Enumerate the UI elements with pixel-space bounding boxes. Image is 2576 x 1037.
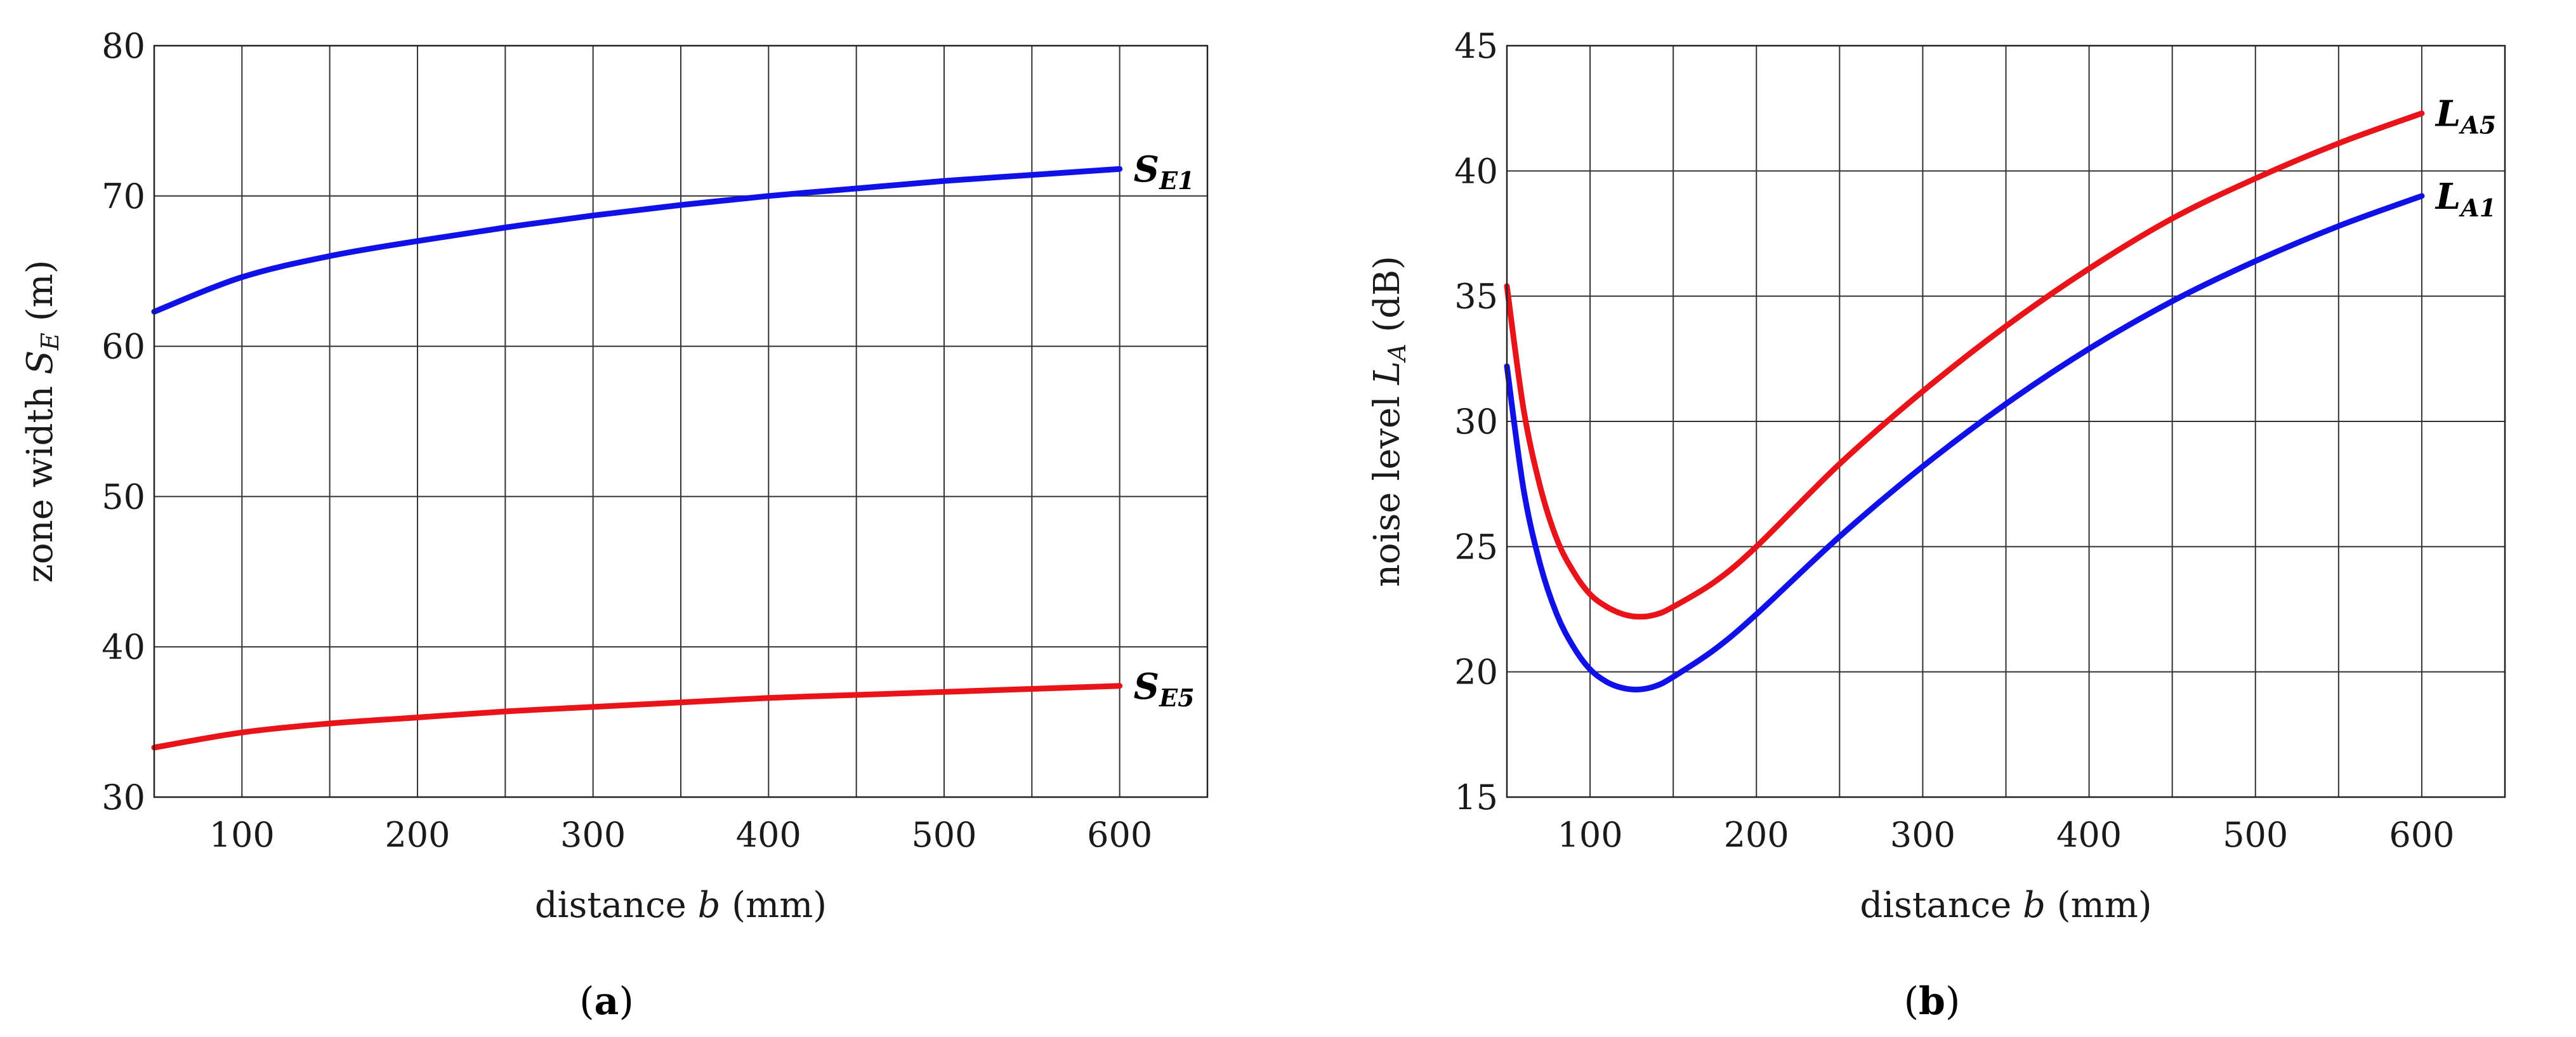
panel-a-y-tick-label: 70 (102, 176, 145, 216)
panel-a-y-label-prefix: zone width (20, 374, 61, 583)
panel-a-y-tick-label: 50 (102, 477, 145, 517)
panel-a-x-label-suffix: (mm) (720, 885, 827, 926)
panel-a-x-tick-label: 300 (560, 815, 626, 855)
panel-b-y-tick-label: 35 (1454, 277, 1498, 317)
panel-a: 100 200 300 400 500 600 30 40 50 60 70 80 distance… (20, 26, 1209, 1024)
panel-a-x-tick-label: 200 (384, 815, 450, 855)
panel-b-x-tick-label: 100 (1558, 815, 1623, 855)
panel-b: 100 200 300 400 500 600 15 20 25 30 35 40 45 distan… (1367, 26, 2506, 1024)
panel-b-y-label-suffix: (dB) (1367, 256, 1408, 344)
panel-b-x-axis-label: distance b (mm) (1860, 885, 2152, 926)
panel-b-y-tick-label: 15 (1454, 777, 1498, 817)
panel-a-series-S_E1-label: SE1 (1134, 149, 1195, 195)
panel-b-y-label-var: L (1367, 361, 1408, 385)
panel-b-series-L_A1-label: LA1 (2435, 176, 2496, 222)
panel-a-caption-letter: a (595, 979, 619, 1024)
panel-b-y-tick-label: 30 (1454, 402, 1498, 442)
panel-b-caption-letter: b (1919, 979, 1945, 1024)
panel-b-series (1504, 110, 2425, 693)
panel-a-series-S_E5-label: SE5 (1134, 666, 1195, 712)
panel-a-x-tick-label: 600 (1087, 815, 1152, 855)
panel-a-y-ticks: 30 40 50 60 70 80 (102, 26, 145, 817)
panel-a-y-label-var: S (20, 350, 61, 374)
panel-b-x-tick-label: 400 (2056, 815, 2122, 855)
panel-a-y-label-sub: E (36, 333, 64, 351)
panel-a-y-tick-label: 60 (102, 327, 145, 367)
panel-a-y-tick-label: 80 (102, 26, 145, 66)
panel-a-frame (153, 44, 1209, 798)
panel-b-y-label-prefix: noise level (1367, 385, 1408, 587)
panel-b-caption: (b) (1904, 979, 1961, 1024)
panel-b-x-ticks: 100 200 300 400 500 600 (1558, 815, 2455, 855)
panel-a-x-axis-label: distance b (mm) (535, 885, 827, 926)
panel-b-x-tick-label: 600 (2389, 815, 2454, 855)
panel-b-y-tick-label: 25 (1454, 527, 1498, 567)
panel-b-series-L_A1-line (1504, 193, 2425, 693)
panel-a-x-tick-label: 500 (911, 815, 976, 855)
panel-b-x-label-prefix: distance (1860, 885, 2023, 926)
panel-a-series (151, 166, 1123, 751)
panel-a-y-tick-label: 30 (102, 777, 145, 817)
panel-a-y-label-suffix: (m) (20, 260, 61, 333)
panel-b-y-tick-label: 20 (1454, 652, 1498, 692)
panel-b-series-L_A5-label: LA5 (2435, 93, 2496, 140)
panel-a-x-tick-label: 100 (209, 815, 275, 855)
panel-b-x-tick-label: 200 (1724, 815, 1789, 855)
panel-a-series-S_E1-line (151, 166, 1123, 315)
panel-b-gridlines (1507, 45, 2505, 798)
panel-a-caption: (a) (579, 979, 634, 1024)
panel-a-x-tick-label: 400 (736, 815, 801, 855)
panel-b-y-label-sub: A (1383, 343, 1411, 362)
panel-b-series-L_A5-line (1504, 110, 2425, 620)
panel-a-x-ticks: 100 200 300 400 500 600 (209, 815, 1152, 855)
panel-a-y-axis-label: zone width SE (m) (20, 260, 64, 583)
panel-b-y-tick-label: 40 (1454, 151, 1498, 191)
panel-b-x-label-var: b (2023, 885, 2046, 926)
panel-a-x-label-var: b (698, 885, 721, 926)
panel-b-x-label-suffix: (mm) (2046, 885, 2152, 926)
panel-b-x-tick-label: 300 (1890, 815, 1955, 855)
panel-a-y-tick-label: 40 (102, 627, 145, 667)
panel-b-frame (1506, 44, 2506, 798)
panel-b-x-tick-label: 500 (2223, 815, 2288, 855)
panel-b-y-axis-label: noise level LA (dB) (1367, 256, 1411, 587)
panel-b-y-tick-label: 45 (1454, 26, 1498, 66)
panel-a-x-label-prefix: distance (535, 885, 698, 926)
panel-b-y-ticks: 15 20 25 30 35 40 45 (1454, 26, 1498, 817)
panel-a-series-S_E5-line (151, 683, 1123, 751)
